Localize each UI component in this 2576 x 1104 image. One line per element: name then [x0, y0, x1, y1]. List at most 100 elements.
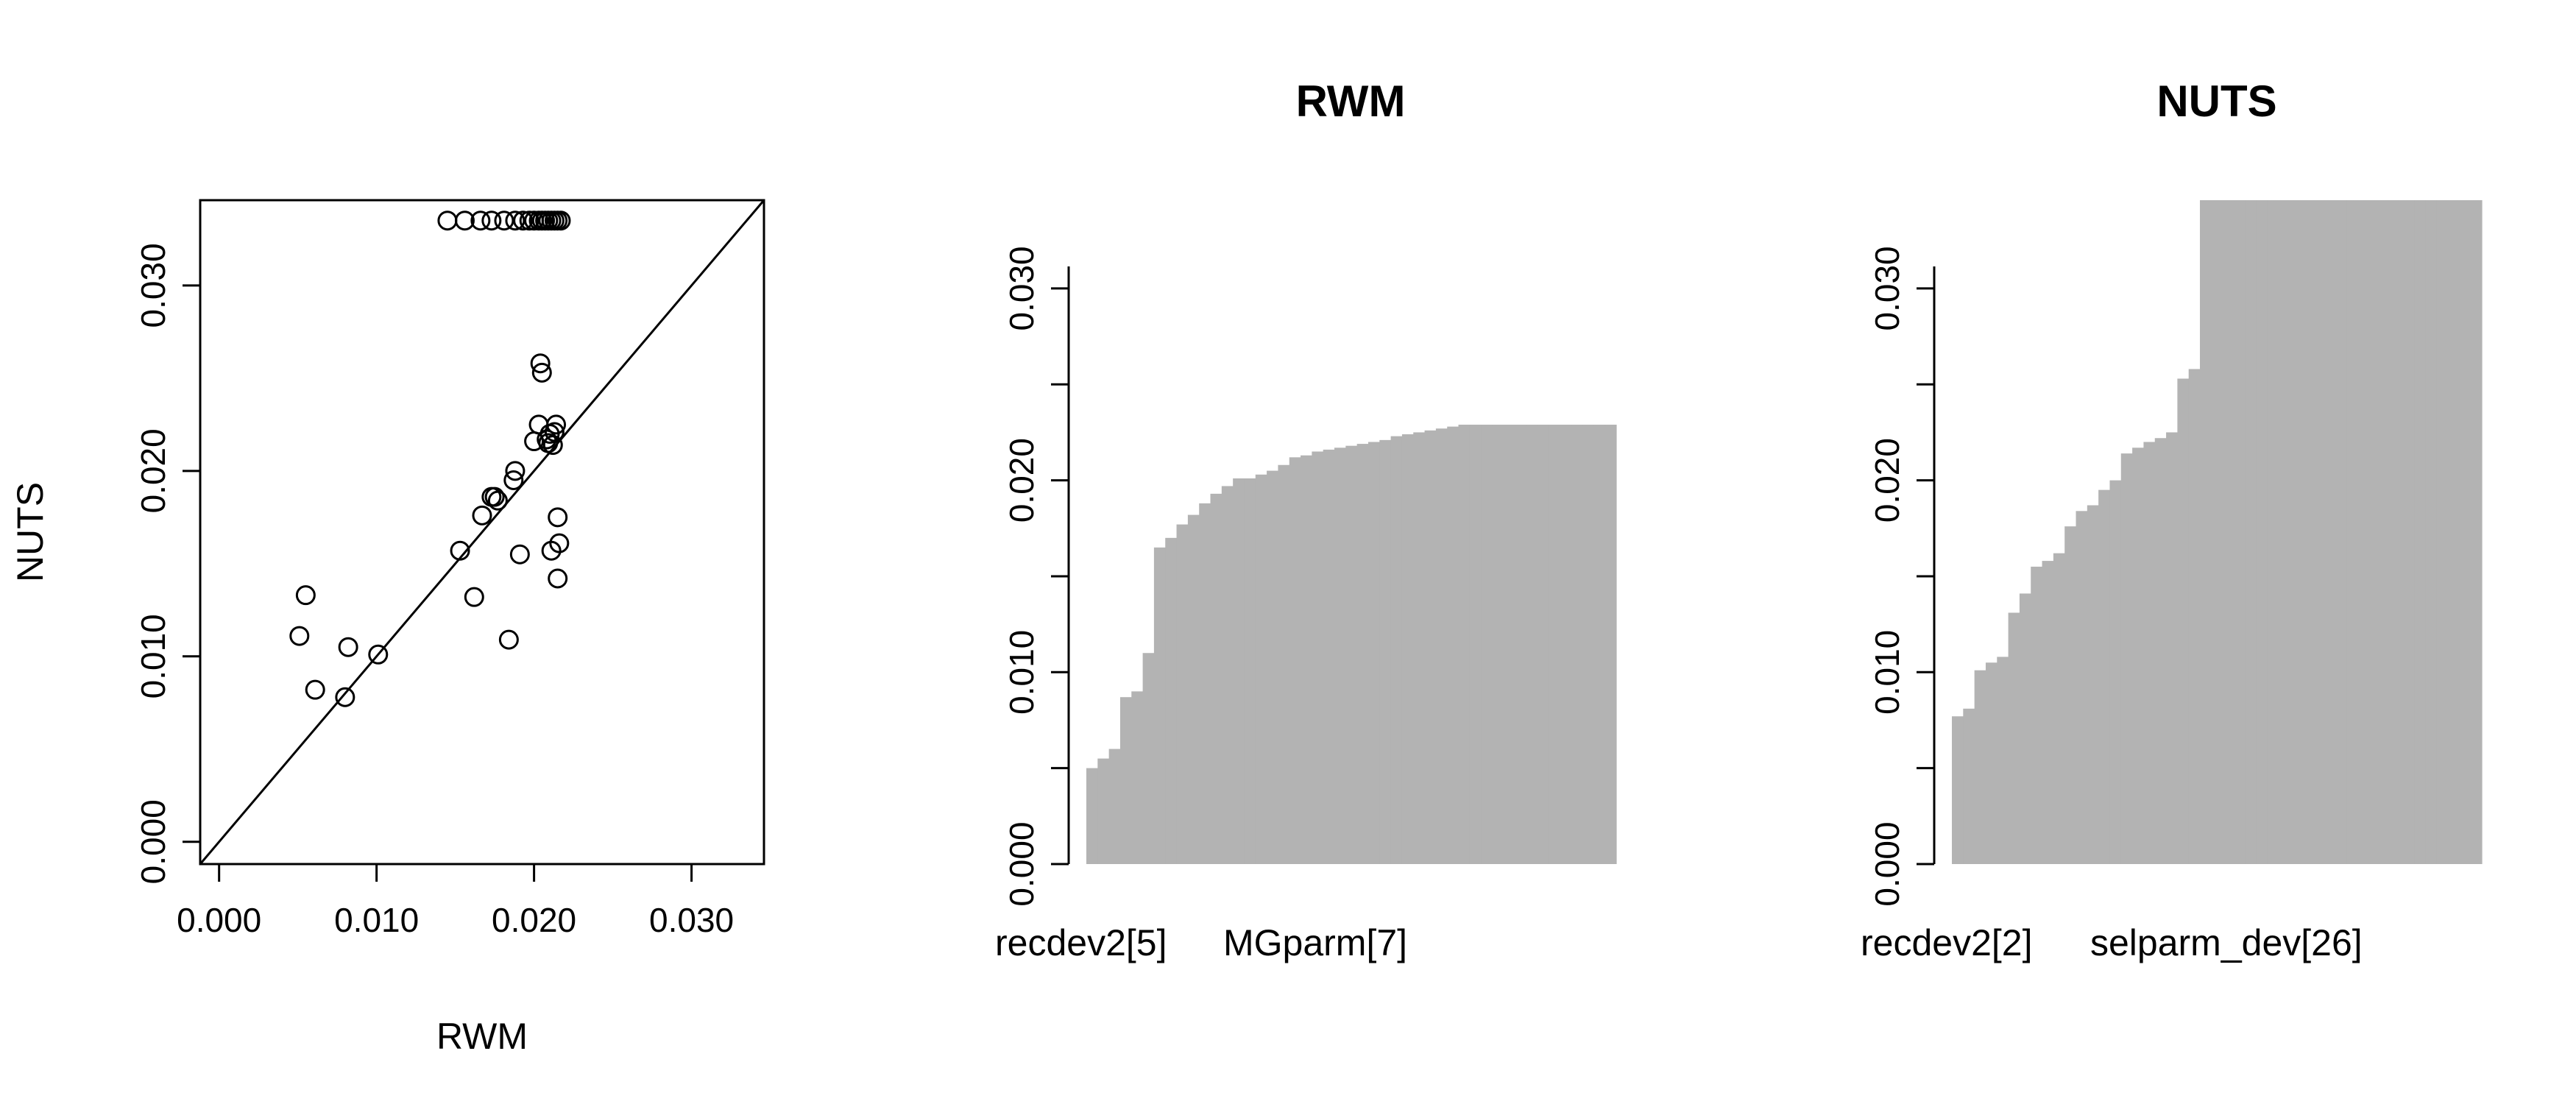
bar	[1985, 662, 1998, 864]
bar	[1503, 425, 1515, 864]
bar	[1233, 478, 1245, 864]
nuts-bars	[1952, 200, 2483, 864]
y-tick-label: 0.000	[134, 799, 172, 884]
bar	[1153, 547, 1166, 864]
bar	[1435, 428, 1448, 864]
bar	[1255, 474, 1267, 864]
scatter-point	[546, 414, 567, 435]
scatter-point	[503, 470, 524, 490]
nuts-label-first: recdev2[2]	[1861, 922, 2032, 963]
identity-line	[199, 199, 765, 865]
bar	[1086, 768, 1098, 864]
bar	[2087, 505, 2099, 864]
bar	[1593, 425, 1606, 864]
bar	[1199, 503, 1211, 864]
bar	[2109, 480, 2122, 864]
scatter-point	[551, 210, 571, 231]
bar	[2245, 200, 2257, 864]
scatter-points	[289, 210, 571, 707]
bar	[1571, 425, 1583, 864]
scatter-point	[338, 637, 358, 657]
scatter-point	[368, 644, 389, 665]
bar	[1312, 451, 1324, 864]
bar	[2335, 200, 2347, 864]
y-tick-label: 0.030	[1868, 246, 1906, 330]
bar	[1221, 486, 1234, 864]
bar	[2098, 489, 2111, 864]
bar	[1604, 425, 1617, 864]
bar	[2019, 593, 2031, 864]
bar	[1458, 425, 1471, 864]
y-tick-label: 0.000	[1002, 821, 1041, 906]
bar	[2132, 447, 2145, 864]
bar	[2008, 612, 2020, 864]
bar	[2470, 200, 2483, 864]
bar	[1323, 449, 1335, 864]
bar	[2346, 200, 2359, 864]
scatter-point	[548, 507, 568, 528]
scatter-point	[481, 210, 502, 231]
bar	[1560, 425, 1572, 864]
bar	[2380, 200, 2393, 864]
bar	[2222, 200, 2234, 864]
bar	[1537, 425, 1549, 864]
scatter-point	[494, 210, 514, 231]
bar	[1267, 470, 1279, 864]
bar	[2414, 200, 2427, 864]
bar	[1244, 478, 1256, 864]
bar	[2256, 200, 2268, 864]
x-tick-label: 0.000	[177, 901, 261, 939]
bar	[1379, 439, 1392, 864]
y-tick-label: 0.020	[1002, 438, 1041, 523]
y-tick-label: 0.000	[1868, 821, 1906, 906]
bar	[1187, 514, 1200, 864]
bar	[1097, 758, 1110, 864]
bar	[1108, 749, 1121, 864]
scatter-point	[498, 629, 519, 650]
bar	[2154, 438, 2167, 864]
scatter-point	[542, 435, 563, 456]
bar	[2279, 200, 2291, 864]
rwm-label-second: MGparm[7]	[1223, 922, 1407, 963]
scatter-point	[487, 490, 508, 511]
bar	[2120, 453, 2133, 864]
x-tick-label: 0.030	[649, 901, 734, 939]
scatter-point	[470, 210, 491, 231]
scatter-point	[464, 587, 484, 607]
rwm-panel-title: RWM	[1296, 77, 1406, 126]
scatter-point	[305, 679, 325, 700]
bar	[2267, 200, 2279, 864]
bar	[2064, 526, 2077, 864]
scatter-point	[530, 353, 551, 374]
x-tick-label: 0.010	[334, 901, 419, 939]
bar	[2425, 200, 2438, 864]
scatter-point	[513, 210, 534, 231]
bar	[2200, 200, 2212, 864]
bar	[2076, 511, 2088, 864]
bar	[2233, 200, 2246, 864]
scatter-plot-frame	[199, 199, 765, 866]
bar	[2177, 378, 2190, 864]
scatter-point	[505, 210, 526, 231]
bar	[2301, 200, 2313, 864]
y-tick-label: 0.010	[1002, 630, 1041, 715]
y-tick-label: 0.030	[1002, 246, 1041, 330]
nuts-panel-title: NUTS	[2156, 77, 2276, 126]
scatter-point	[437, 210, 458, 231]
bar	[1334, 447, 1346, 864]
bar	[2324, 200, 2336, 864]
bar	[2459, 200, 2471, 864]
bar	[2188, 369, 2201, 864]
scatter-point	[531, 362, 552, 383]
x-axis-title: RWM	[436, 1016, 528, 1057]
rwm-label-first: recdev2[5]	[995, 922, 1167, 963]
y-tick-label: 0.020	[134, 428, 172, 513]
bar	[1210, 493, 1222, 864]
scatter-point	[519, 210, 539, 231]
scatter-point	[505, 461, 526, 481]
scatter-point	[548, 568, 568, 589]
bar	[1131, 691, 1144, 864]
bar	[2143, 442, 2156, 864]
rwm-y-axis-ticks: 0.000 0.010 0.020 0.030	[1002, 246, 1069, 907]
